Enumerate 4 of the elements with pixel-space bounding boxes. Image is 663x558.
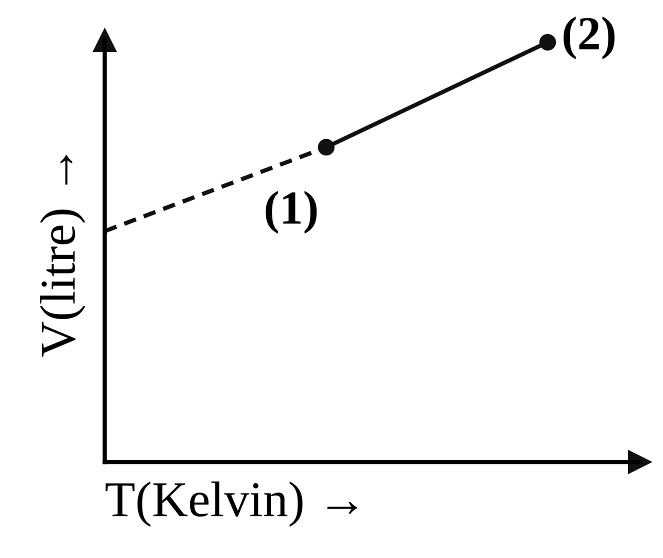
x-axis-title: T(Kelvin) → <box>106 481 357 527</box>
annotation: (1) <box>266 190 317 234</box>
annotation: (2) <box>564 16 615 60</box>
y-axis-title: V(litre) → <box>40 155 86 357</box>
